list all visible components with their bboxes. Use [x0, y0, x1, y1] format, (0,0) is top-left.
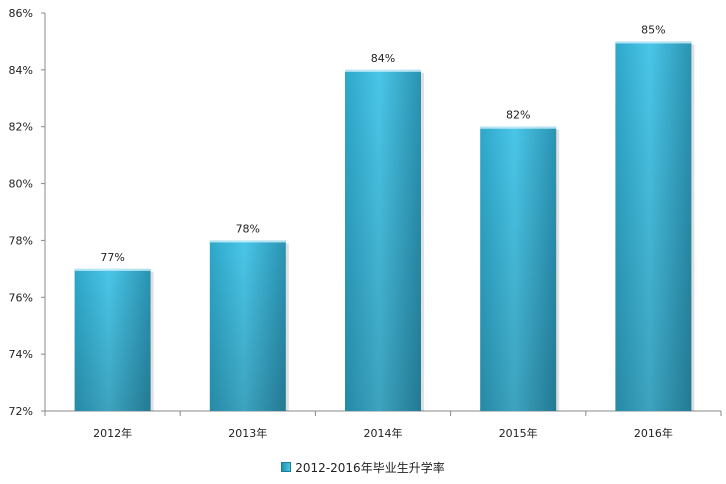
- x-tick-label: 2015年: [499, 426, 538, 440]
- y-tick-label: 74%: [9, 348, 33, 361]
- y-tick-label: 86%: [9, 7, 33, 20]
- bar-top-highlight: [345, 69, 421, 72]
- bar-shade: [480, 126, 557, 411]
- data-label: 82%: [506, 109, 530, 122]
- y-tick-label: 84%: [9, 64, 33, 77]
- bar-shade: [74, 268, 151, 411]
- x-tick-label: 2012年: [93, 426, 132, 440]
- y-tick-label: 82%: [9, 121, 33, 134]
- data-label: 85%: [641, 23, 665, 36]
- y-axis: 72% 74% 76% 78% 80% 82% 84% 86%: [9, 7, 46, 418]
- x-tick-label: 2016年: [634, 426, 673, 440]
- x-tick-label: 2013年: [228, 426, 267, 440]
- data-labels: 77% 78% 84% 82% 85%: [100, 23, 665, 263]
- legend-swatch-icon: [281, 462, 292, 472]
- data-label: 84%: [371, 52, 395, 65]
- bar-top-highlight: [480, 126, 557, 129]
- y-tick-label: 80%: [9, 178, 33, 191]
- bar-top-highlight: [615, 41, 692, 44]
- bars: [74, 41, 695, 412]
- legend-label: 2012-2016年毕业生升学率: [295, 461, 445, 475]
- legend: 2012-2016年毕业生升学率: [0, 459, 726, 476]
- bar-top-highlight: [74, 268, 151, 271]
- bar-shade: [209, 240, 286, 411]
- y-tick-label: 78%: [9, 234, 33, 247]
- bar-shade: [615, 41, 692, 412]
- bar-top-highlight: [209, 240, 286, 243]
- y-tick-label: 72%: [9, 405, 33, 418]
- x-tick-label: 2014年: [364, 426, 403, 440]
- data-label: 78%: [236, 222, 260, 235]
- data-label: 77%: [100, 251, 124, 264]
- x-axis: 2012年 2013年 2014年 2015年 2016年: [44, 410, 722, 440]
- y-tick-label: 76%: [9, 291, 33, 304]
- bar-shade: [345, 69, 421, 411]
